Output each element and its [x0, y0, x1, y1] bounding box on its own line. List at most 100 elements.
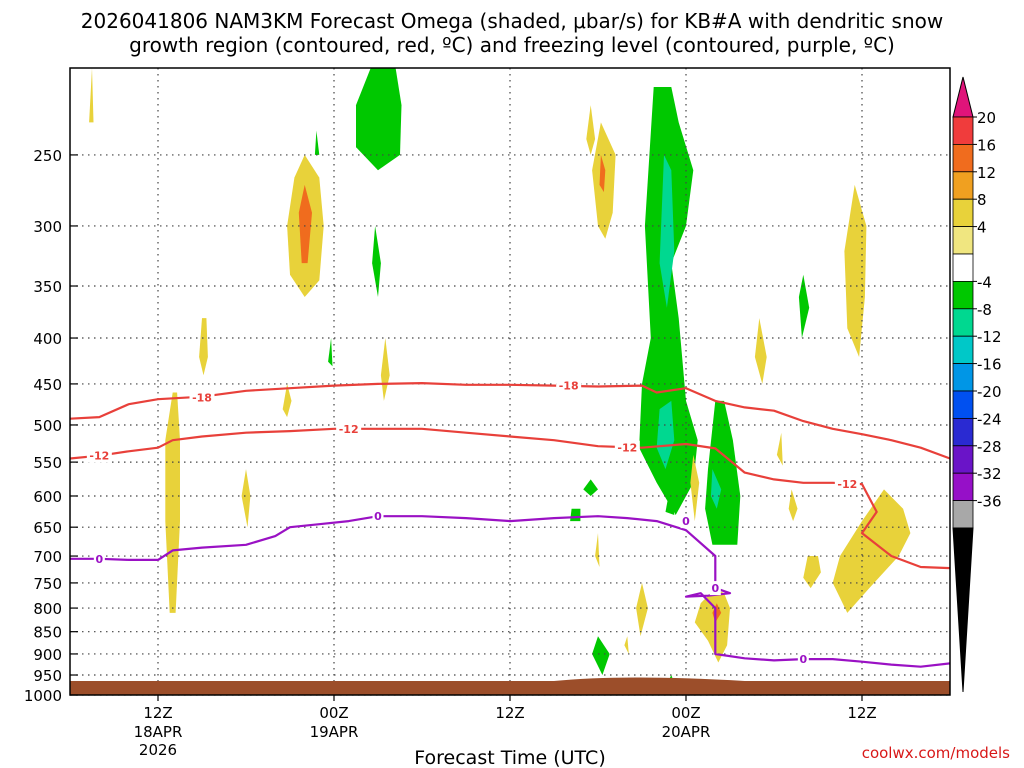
colorbar-box-13: [952, 472, 974, 502]
contour-line-1: [70, 427, 950, 570]
y-tick-label-300: 300: [33, 218, 62, 236]
colorbar-box-8: [952, 335, 974, 365]
chart-title-line-1: 2026041806 NAM3KM Forecast Omega (shaded…: [81, 9, 943, 33]
contour-label-bg: [189, 390, 215, 405]
omega-region-8: [372, 226, 381, 297]
contour-label-1-1: -12: [339, 423, 359, 436]
y-tick-label-500: 500: [33, 417, 62, 435]
contour-label-bg: [680, 514, 692, 529]
contour-label-bg: [709, 581, 721, 596]
colorbar-label-9: -20: [977, 383, 1002, 401]
omega-region-27: [624, 636, 629, 654]
omega-region-37: [803, 556, 821, 589]
contour-label-1-3: -12: [837, 478, 857, 491]
omega-region-1: [298, 184, 312, 264]
colorbar-box-4: [952, 226, 974, 255]
contour-label-bg: [614, 440, 640, 455]
y-tick-label-950: 950: [33, 667, 62, 685]
omega-region-7: [356, 68, 402, 171]
colorbar-box-10: [952, 390, 974, 419]
omega-region-5: [241, 469, 251, 528]
omega-region-11: [380, 338, 390, 401]
x-axis-label: Forecast Time (UTC): [414, 747, 605, 768]
omega-region-31: [754, 318, 767, 384]
y-tick-label-800: 800: [33, 600, 62, 618]
x-tick-label-2: 12Z: [495, 704, 524, 722]
x-tick-date-1: 19APR: [310, 723, 359, 741]
colorbar-box-9: [952, 363, 974, 392]
contour-label-1-0: -12: [89, 450, 109, 463]
colorbar-label-1: 16: [977, 136, 996, 154]
y-tick-label-600: 600: [33, 488, 62, 506]
omega-region-32: [776, 432, 783, 466]
contour-label-2-3: 0: [712, 582, 720, 595]
colorbar-legend: 20 16 12 8 4 -4 -8 -12 -16 -20 -24 -28 -32 -36: [952, 76, 1002, 693]
x-tick-label-1: 00Z: [319, 704, 348, 722]
omega-region-19: [710, 469, 722, 509]
colorbar-label-0: 20: [977, 109, 996, 127]
omega-region-4: [199, 318, 208, 376]
omega-region-16: [659, 154, 675, 308]
contour-label-1-2: -12: [617, 442, 637, 455]
pressure-axis: 250 300 350 400 450 500 550 600 650 700 750 800 850 9…: [24, 147, 78, 705]
colorbar-label-8: -16: [977, 356, 1002, 374]
omega-region-29: [694, 588, 730, 663]
contour-label-2-2: 0: [682, 515, 690, 528]
ground-surface: [70, 677, 950, 695]
colorbar-box-0: [952, 116, 974, 145]
colorbar-label-11: -28: [977, 438, 1002, 456]
x-tick-date-0: 18APR: [134, 723, 183, 741]
omega-region-9: [314, 130, 320, 155]
omega-region-34: [798, 274, 810, 338]
contour-line-2: [70, 515, 950, 668]
ground-fill: [70, 681, 950, 695]
omega-region-23: [592, 636, 610, 675]
colorbar-top-arrow: [952, 76, 974, 118]
colorbar-label-10: -24: [977, 410, 1002, 428]
colorbar-box-14: [952, 500, 974, 529]
contour-label-bg: [834, 477, 860, 492]
omega-region-2: [165, 392, 180, 613]
omega-shaded-regions: [89, 68, 911, 684]
y-tick-label-350: 350: [33, 278, 62, 296]
temperature-contours: -18 -18 -12 -12 -12 -12 0 0 0 0 0: [70, 378, 950, 668]
contour-label-bg: [372, 509, 384, 524]
y-tick-label-450: 450: [33, 376, 62, 394]
contour-label-0-1: -18: [559, 380, 579, 393]
y-tick-label-550: 550: [33, 454, 62, 472]
colorbar-label-6: -8: [977, 301, 992, 319]
omega-region-12: [586, 105, 596, 155]
omega-region-36: [832, 489, 911, 613]
omega-region-10: [328, 338, 333, 367]
colorbar-bottom-arrow: [952, 527, 974, 693]
ground-bump: [554, 677, 745, 681]
omega-region-22: [665, 496, 675, 515]
y-tick-label-900: 900: [33, 646, 62, 664]
omega-region-14: [599, 154, 606, 193]
x-tick-year-0: 2026: [139, 741, 177, 759]
colorbar-label-5: -4: [977, 273, 992, 291]
omega-region-3: [89, 68, 94, 123]
omega-region-15: [639, 87, 698, 515]
y-tick-label-400: 400: [33, 330, 62, 348]
x-tick-label-0: 12Z: [143, 704, 172, 722]
y-tick-label-700: 700: [33, 548, 62, 566]
colorbar-label-7: -12: [977, 328, 1002, 346]
chart-title-line-2: growth region (contoured, red, ºC) and f…: [129, 33, 895, 57]
contour-label-bg: [797, 652, 809, 667]
contour-label-0-0: -18: [192, 392, 212, 405]
colorbar-label-3: 8: [977, 191, 987, 209]
colorbar-label-13: -36: [977, 493, 1002, 511]
x-tick-label-3: 00Z: [671, 704, 700, 722]
y-tick-label-250: 250: [33, 147, 62, 165]
colorbar-box-3: [952, 198, 974, 227]
y-tick-label-650: 650: [33, 519, 62, 537]
y-tick-label-850: 850: [33, 624, 62, 642]
omega-region-33: [788, 489, 798, 522]
omega-region-28: [690, 454, 700, 522]
omega-region-21: [570, 508, 581, 522]
colorbar-label-12: -32: [977, 465, 1002, 483]
colorbar-label-2: 12: [977, 164, 996, 182]
